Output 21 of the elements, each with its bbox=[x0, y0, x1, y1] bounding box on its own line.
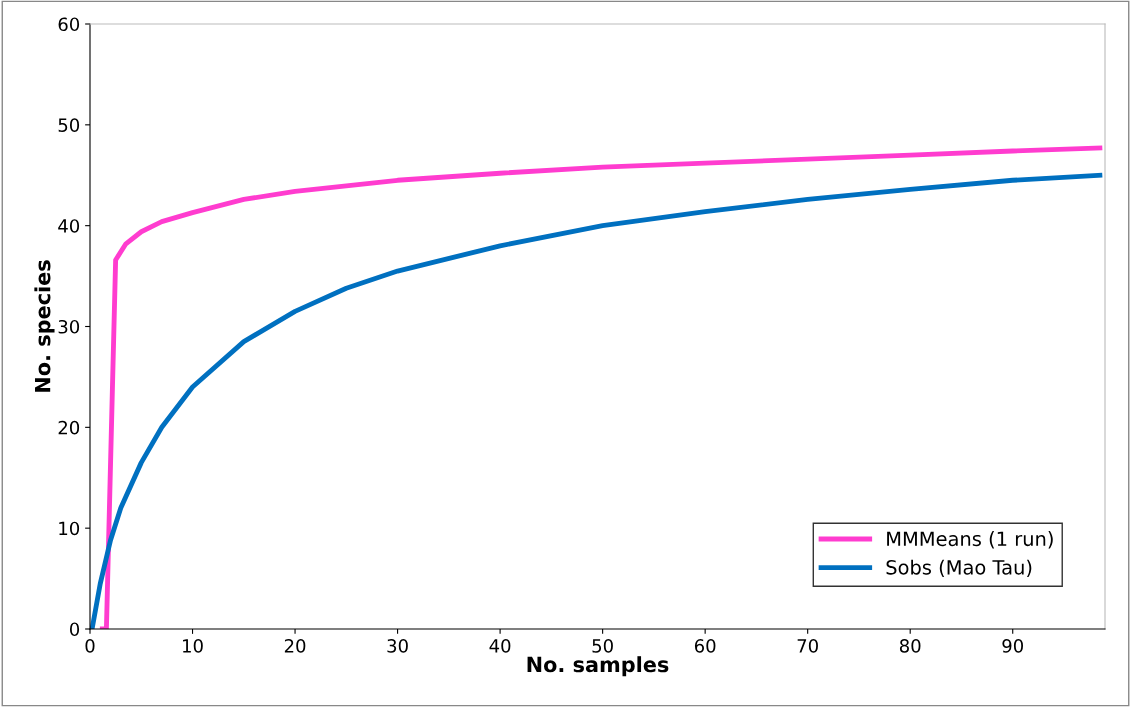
legend-label: MMMeans (1 run) bbox=[887, 531, 1053, 549]
x-axis-title: No. samples bbox=[527, 656, 669, 677]
y-tick-label: 60 bbox=[58, 17, 80, 32]
x-tick-label: 30 bbox=[387, 639, 408, 653]
x-tick-label: 40 bbox=[489, 639, 511, 653]
x-tick-label: 50 bbox=[592, 639, 613, 653]
x-tick-label: 0 bbox=[85, 639, 95, 653]
y-tick-label: 50 bbox=[58, 118, 80, 132]
x-tick-label: 70 bbox=[797, 639, 818, 653]
x-tick-label: 60 bbox=[694, 639, 716, 653]
legend-label: Sobs (Mao Tau) bbox=[886, 559, 1032, 577]
x-tick-label: 20 bbox=[284, 639, 306, 653]
x-tick-label: 10 bbox=[183, 639, 203, 653]
y-tick-label: 40 bbox=[58, 219, 80, 233]
y-tick-label: 20 bbox=[58, 420, 80, 435]
y-tick-label: 10 bbox=[59, 521, 80, 536]
x-tick-label: 90 bbox=[1002, 639, 1024, 653]
y-axis-title: No. species bbox=[34, 260, 55, 392]
y-tick-label: 0 bbox=[69, 622, 80, 637]
x-tick-label: 80 bbox=[899, 639, 921, 653]
y-tick-label: 30 bbox=[58, 319, 80, 334]
